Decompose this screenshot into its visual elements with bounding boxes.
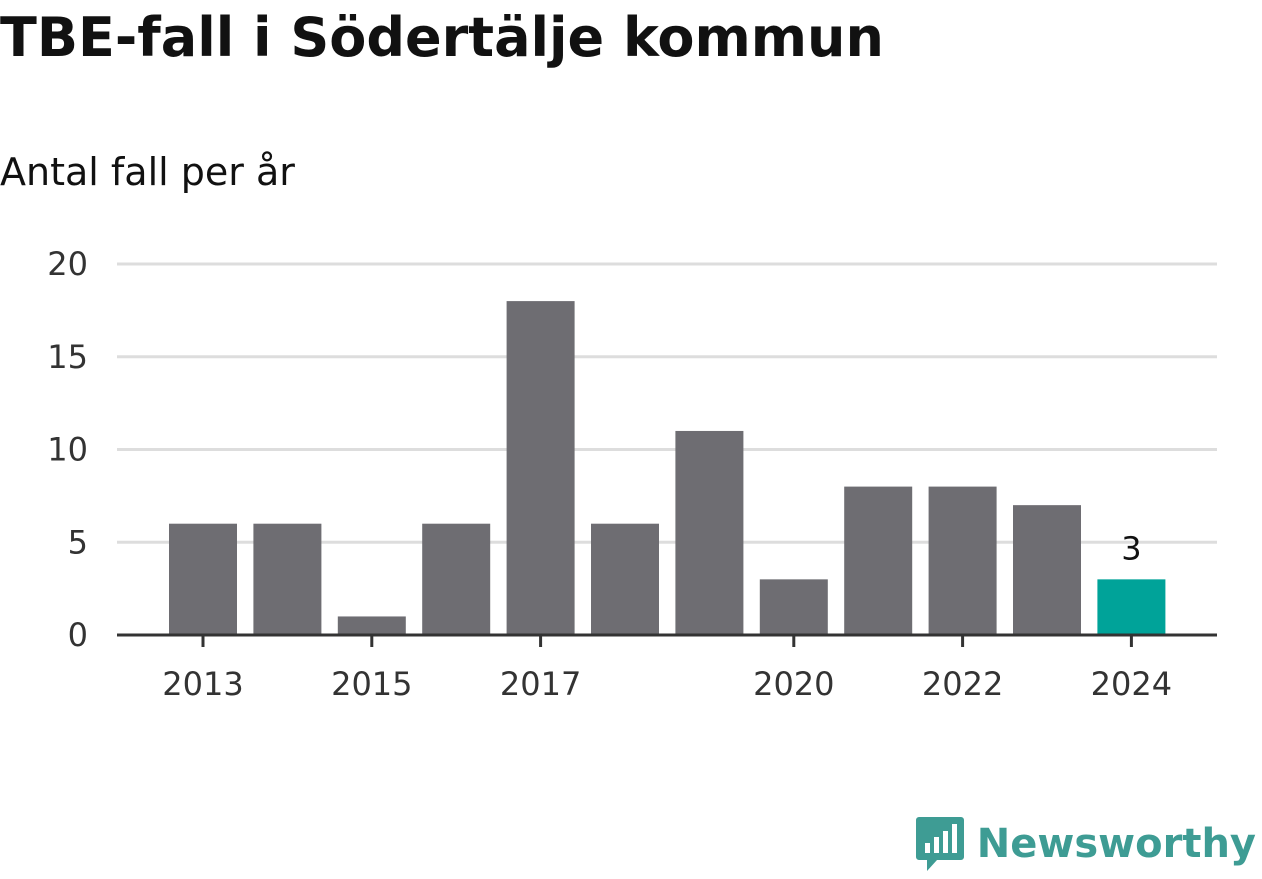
bar-2023: [1013, 505, 1081, 635]
bar-2017: [506, 301, 575, 635]
x-tick-label: 2020: [753, 665, 834, 703]
data-label-2024: 3: [1121, 529, 1141, 567]
bar-2024: [1097, 579, 1166, 635]
x-tick-label: 2022: [922, 665, 1003, 703]
bar-2015: [337, 616, 406, 635]
bar-2020: [759, 579, 828, 635]
y-tick-label: 0: [68, 616, 88, 654]
x-tick-label: 2015: [331, 665, 412, 703]
bar-2013: [169, 523, 237, 635]
bar-2019: [675, 430, 744, 635]
x-tick-label: 2013: [162, 665, 243, 703]
y-tick-label: 10: [47, 431, 88, 469]
bar-2014: [253, 523, 322, 635]
data-labels: 3: [1121, 529, 1141, 567]
bar-2018: [591, 523, 659, 635]
y-tick-label: 20: [47, 245, 88, 283]
bar-2016: [422, 523, 491, 635]
bar-2021: [844, 486, 913, 635]
bar-2022: [928, 486, 997, 635]
axes: 0 5 10 15 20 2013 2015 2017 2020 2022 2024: [47, 245, 1217, 703]
brand-name: Newsworthy: [976, 821, 1256, 867]
chart-title: TBE-fall i Södertälje kommun: [0, 6, 884, 69]
x-tick-label: 2024: [1091, 665, 1172, 703]
chart-subtitle: Antal fall per år: [0, 150, 295, 194]
bars: [169, 301, 1166, 635]
y-tick-label: 5: [68, 523, 88, 561]
y-tick-label: 15: [47, 338, 88, 376]
x-tick-label: 2017: [500, 665, 581, 703]
brand-logo: Newsworthy: [915, 815, 1256, 873]
gridlines: [117, 262, 1217, 544]
newsworthy-logo-icon: [915, 817, 964, 871]
